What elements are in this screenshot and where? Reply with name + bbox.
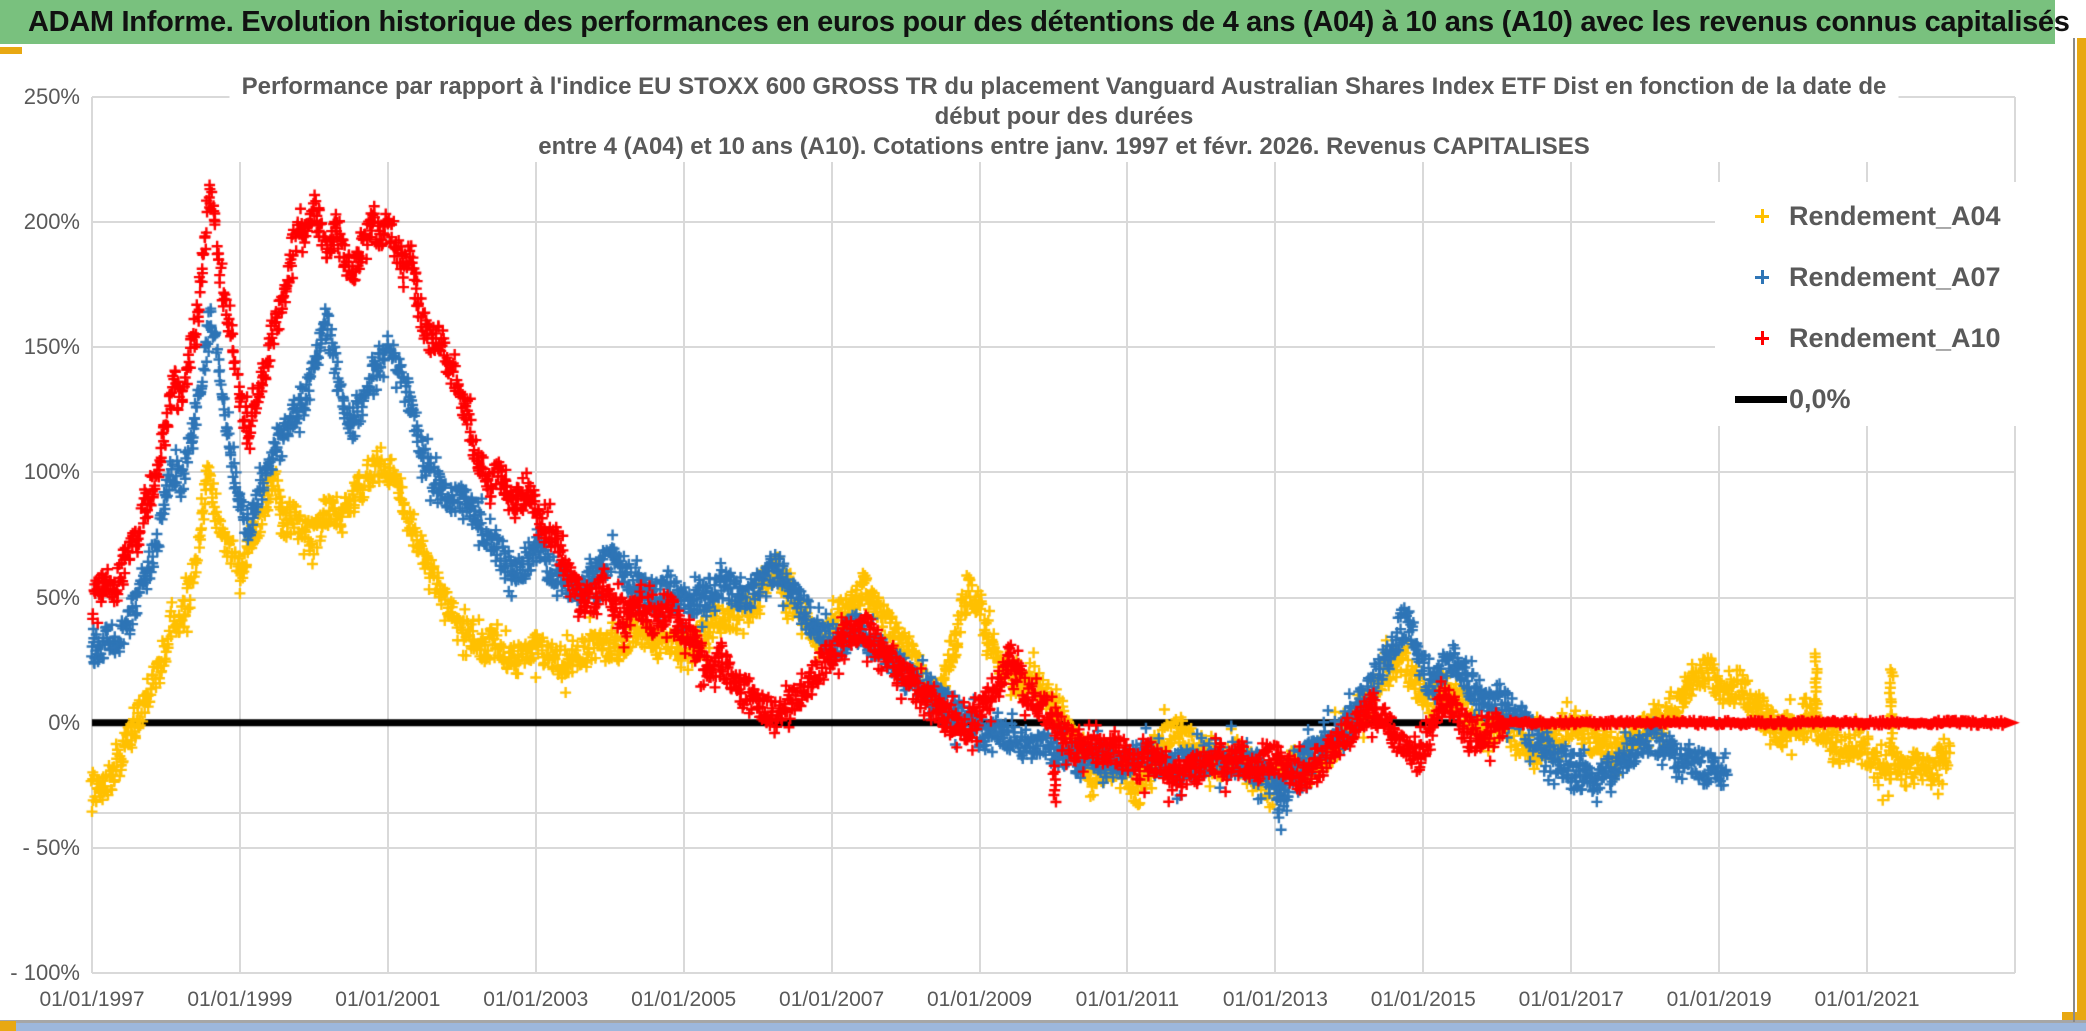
legend-item-rendement-a07[interactable]: Rendement_A07 <box>1715 251 2071 303</box>
chart-title-line-3: entre 4 (A04) et 10 ans (A10). Cotations… <box>538 133 1590 160</box>
legend-plus-marker-icon <box>1755 209 1769 223</box>
chart-legend: Rendement_A04 Rendement_A07 Rendement_A10 0… <box>1715 182 2071 426</box>
chart-title-line-1: Performance par rapport à l'indice EU ST… <box>241 73 1887 100</box>
legend-label: 0,0% <box>1789 383 1851 414</box>
chart-title: Performance par rapport à l'indice EU ST… <box>229 72 1899 162</box>
legend-plus-marker-icon <box>1755 270 1769 284</box>
legend-label: Rendement_A10 <box>1789 322 2001 353</box>
legend-label: Rendement_A04 <box>1789 200 2001 231</box>
legend-item-rendement-a04[interactable]: Rendement_A04 <box>1715 190 2071 242</box>
legend-line-swatch <box>1735 395 1787 403</box>
legend-plus-marker-icon <box>1755 331 1769 345</box>
legend-item-0-0-[interactable]: 0,0% <box>1715 373 2071 425</box>
legend-item-rendement-a10[interactable]: Rendement_A10 <box>1715 312 2071 364</box>
gold-bottom-left-accent <box>0 1021 16 1031</box>
legend-label: Rendement_A07 <box>1789 261 2001 292</box>
chart-title-line-2: début pour des durées <box>934 103 1194 130</box>
